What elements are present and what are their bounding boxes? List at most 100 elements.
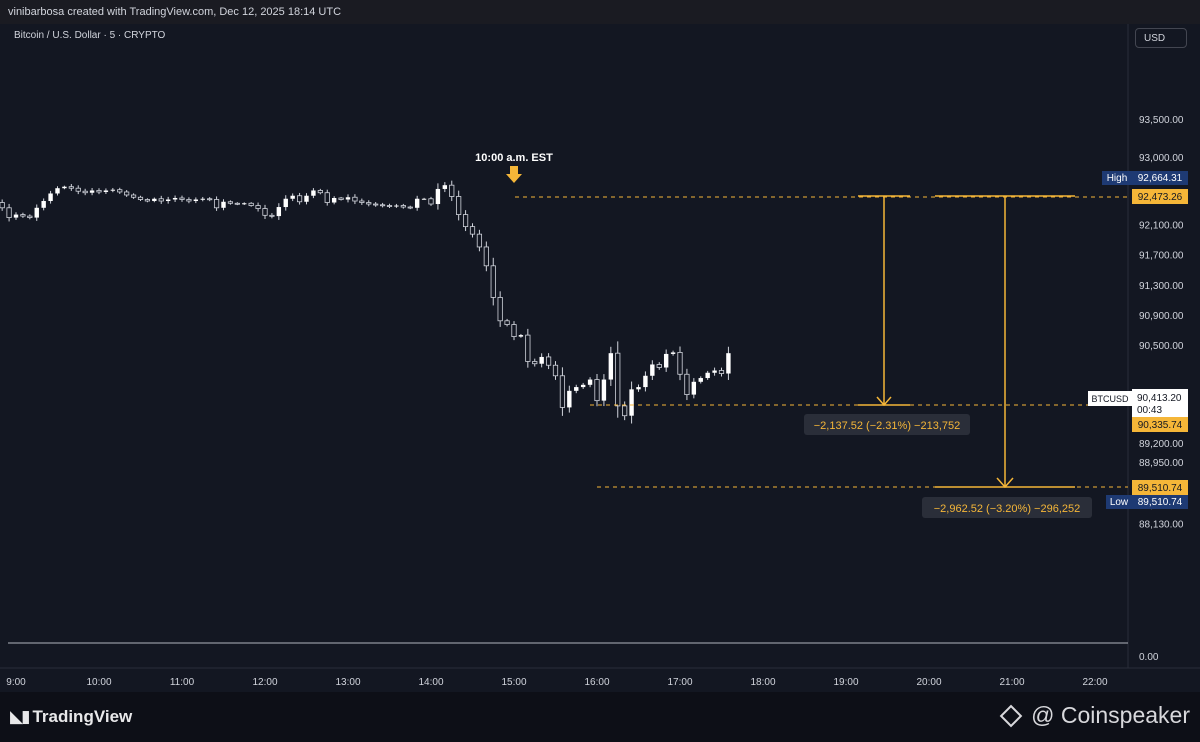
candle[interactable] [137, 195, 144, 202]
candle[interactable] [27, 214, 33, 220]
candle[interactable] [20, 212, 26, 218]
candle[interactable] [373, 202, 379, 207]
candle[interactable] [650, 360, 655, 381]
candle[interactable] [242, 202, 247, 205]
candle[interactable] [221, 199, 226, 211]
candle[interactable] [712, 367, 717, 376]
candle[interactable] [283, 195, 288, 211]
candle[interactable] [200, 196, 205, 202]
candle[interactable] [75, 185, 81, 195]
candle[interactable] [511, 321, 517, 341]
candle[interactable] [656, 362, 662, 370]
candle[interactable] [117, 187, 123, 194]
candle[interactable] [158, 195, 164, 204]
candle[interactable] [497, 291, 503, 327]
candle[interactable] [207, 197, 213, 202]
candle[interactable] [317, 188, 323, 195]
candle[interactable] [456, 190, 462, 221]
measure-tool-1[interactable] [858, 195, 910, 407]
candle[interactable] [338, 196, 344, 201]
candle[interactable] [400, 203, 406, 209]
candle[interactable] [248, 202, 254, 207]
currency-button[interactable]: USD [1135, 28, 1187, 48]
candle[interactable] [421, 197, 427, 200]
candle[interactable] [296, 192, 303, 205]
candle[interactable] [559, 367, 566, 416]
candle[interactable] [594, 373, 600, 407]
candle[interactable] [34, 204, 39, 221]
candle[interactable] [490, 257, 496, 306]
candle[interactable] [580, 382, 586, 389]
price-chart[interactable]: 93,500.00 93,000.00 92,100.00 91,700.00 91,3… [0, 0, 1200, 692]
candle[interactable] [726, 346, 731, 380]
candle[interactable] [227, 200, 234, 205]
candle[interactable] [469, 223, 476, 238]
candle[interactable] [587, 377, 593, 388]
candle[interactable] [476, 229, 483, 252]
candle[interactable] [311, 188, 316, 199]
candle[interactable] [255, 202, 261, 212]
chart-area[interactable]: Bitcoin / U.S. Dollar · 5 · CRYPTO USD [0, 24, 1200, 692]
measure-tool-2[interactable] [935, 195, 1075, 489]
candle[interactable] [324, 189, 330, 206]
candle[interactable] [539, 353, 544, 368]
candle[interactable] [608, 346, 614, 386]
candle[interactable] [345, 194, 351, 203]
candle[interactable] [435, 183, 441, 210]
candle[interactable] [172, 195, 178, 202]
candle[interactable] [663, 349, 669, 372]
candle[interactable] [379, 202, 386, 208]
candle[interactable] [483, 241, 489, 272]
candle[interactable] [691, 378, 697, 399]
candle[interactable] [68, 183, 74, 191]
candle[interactable] [684, 368, 690, 401]
candle[interactable] [130, 193, 137, 199]
candle[interactable] [449, 180, 455, 202]
candle[interactable] [407, 205, 413, 210]
candle[interactable] [352, 194, 358, 205]
candle[interactable] [304, 193, 309, 205]
candle[interactable] [532, 358, 538, 367]
candle[interactable] [110, 187, 116, 193]
candle[interactable] [359, 198, 365, 205]
candle[interactable] [442, 182, 448, 193]
candle[interactable] [525, 328, 531, 368]
candle[interactable] [567, 385, 572, 413]
candle[interactable] [55, 186, 60, 196]
candle[interactable] [276, 203, 282, 220]
candle[interactable] [124, 190, 130, 197]
candle[interactable] [234, 202, 240, 206]
candle[interactable] [82, 188, 88, 196]
candle[interactable] [574, 384, 579, 394]
candle[interactable] [622, 401, 628, 421]
candle[interactable] [62, 185, 67, 190]
candle[interactable] [89, 188, 95, 196]
candle[interactable] [144, 198, 151, 203]
candle[interactable] [545, 353, 552, 370]
candle[interactable] [269, 213, 275, 219]
candle[interactable] [103, 188, 109, 195]
candle[interactable] [705, 370, 710, 380]
candle[interactable] [552, 361, 559, 380]
candle[interactable] [0, 199, 5, 211]
candle[interactable] [636, 384, 641, 392]
candle[interactable] [213, 196, 220, 211]
candle[interactable] [41, 198, 46, 211]
candle[interactable] [428, 196, 434, 206]
candle[interactable] [13, 212, 19, 220]
candle[interactable] [394, 203, 399, 208]
candle[interactable] [48, 190, 53, 204]
candle[interactable] [414, 195, 420, 211]
candle[interactable] [643, 371, 648, 392]
candle[interactable] [698, 376, 703, 384]
candle[interactable] [615, 341, 621, 418]
candle[interactable] [677, 346, 683, 381]
candle[interactable] [262, 204, 268, 219]
candle[interactable] [670, 350, 676, 356]
candle[interactable] [331, 196, 337, 205]
candle[interactable] [629, 381, 634, 424]
candle[interactable] [601, 374, 607, 407]
candle[interactable] [386, 203, 393, 209]
candle[interactable] [504, 318, 510, 327]
candle[interactable] [366, 200, 372, 207]
